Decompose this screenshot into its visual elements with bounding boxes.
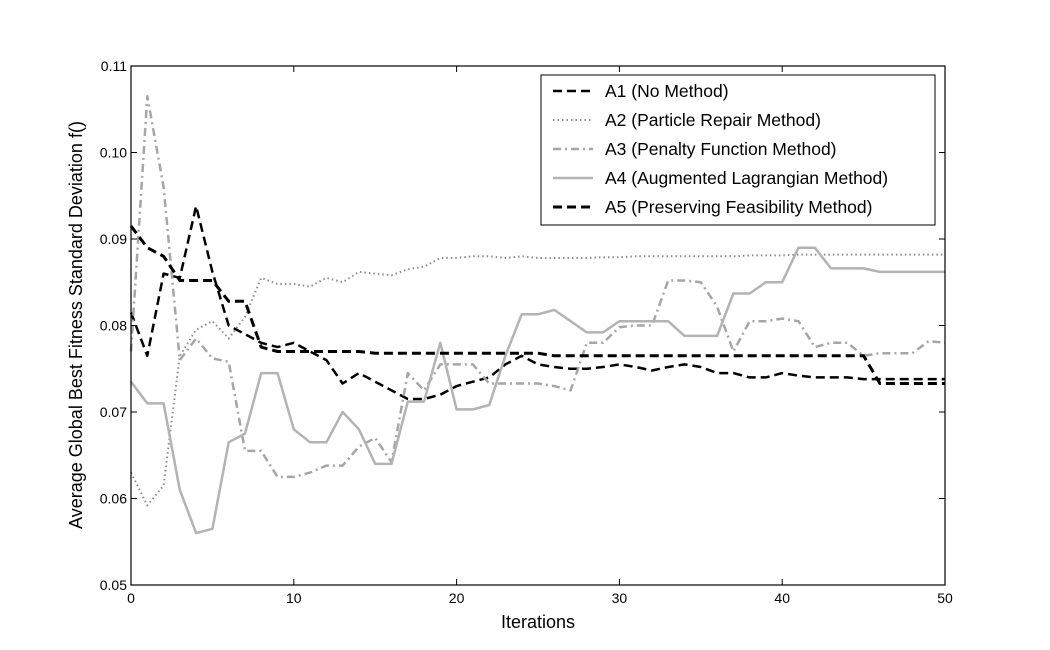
x-tick-label: 20 bbox=[449, 590, 465, 606]
y-tick-label: 0.11 bbox=[101, 58, 127, 74]
y-tick-label: 0.07 bbox=[100, 404, 127, 420]
x-tick-label: 0 bbox=[127, 590, 135, 606]
x-tick-label: 10 bbox=[286, 590, 302, 606]
series-line-a3 bbox=[129, 95, 946, 479]
y-tick-label: 0.08 bbox=[100, 318, 127, 334]
x-tick-label: 30 bbox=[612, 590, 628, 606]
y-tick-label: 0.06 bbox=[100, 491, 127, 507]
series-line-a1 bbox=[129, 204, 945, 401]
series-line-a5 bbox=[129, 225, 945, 385]
y-tick-label: 0.05 bbox=[100, 577, 127, 593]
series-line-a2 bbox=[130, 253, 945, 507]
series-layer bbox=[129, 95, 946, 535]
ticks-layer: 0 10 20 30 40 50 0.05 0.06 0.07 0.08 0.09 0.10 0.11 bbox=[100, 58, 953, 606]
x-tick-label: 40 bbox=[774, 590, 790, 606]
legend-label-a4: A4 (Augmented Lagrangian Method) bbox=[605, 168, 888, 188]
legend-label-a1: A1 (No Method) bbox=[605, 81, 729, 101]
legend: A1 (No Method) A2 (Particle Repair Method… bbox=[540, 74, 936, 226]
series-line-a4 bbox=[130, 246, 945, 535]
x-axis-label: Iterations bbox=[501, 612, 575, 632]
legend-box bbox=[540, 74, 936, 226]
legend-label-a5: A5 (Preserving Feasibility Method) bbox=[605, 197, 872, 217]
y-tick-label: 0.09 bbox=[100, 231, 127, 247]
legend-label-a2: A2 (Particle Repair Method) bbox=[605, 110, 821, 130]
y-tick-label: 0.10 bbox=[100, 145, 127, 161]
y-axis-label: Average Global Best Fitness Standard Dev… bbox=[66, 121, 86, 529]
x-tick-label: 50 bbox=[937, 590, 953, 606]
legend-label-a3: A3 (Penalty Function Method) bbox=[605, 139, 837, 159]
